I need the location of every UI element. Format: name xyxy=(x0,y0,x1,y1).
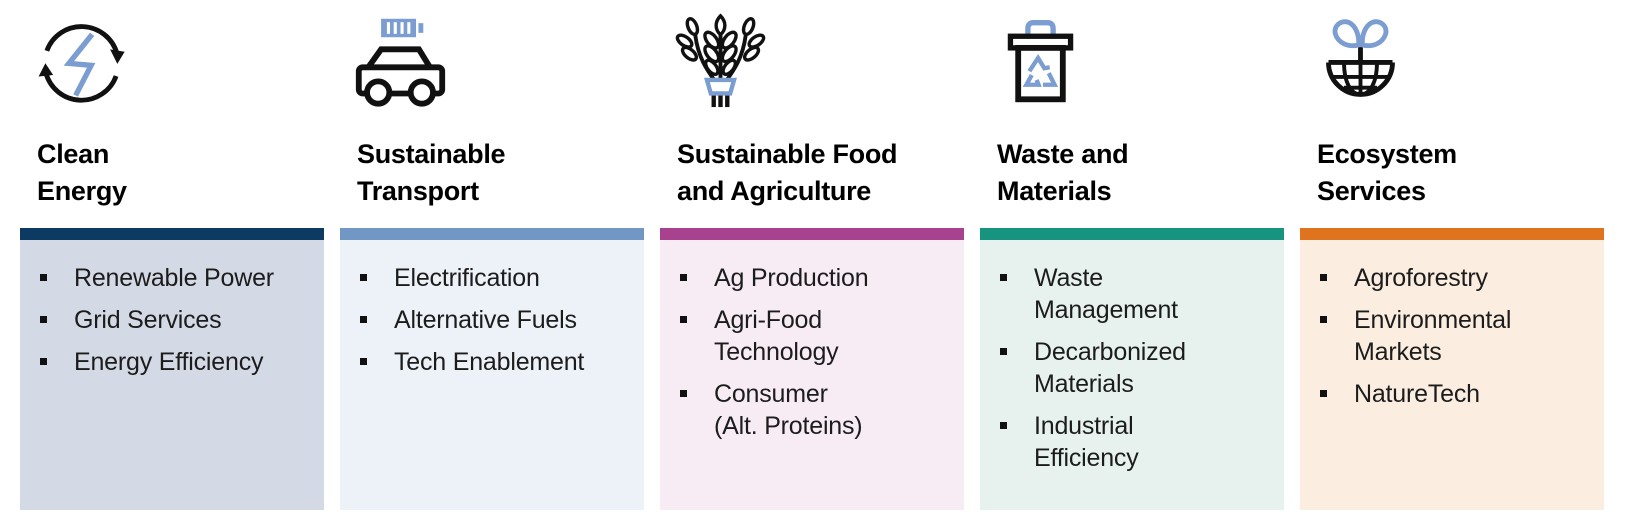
list-item: Decarbonized Materials xyxy=(1000,336,1276,400)
category-color-bar xyxy=(980,228,1284,240)
category-color-bar xyxy=(660,228,964,240)
list-item-text: Alternative Fuels xyxy=(394,306,577,334)
category-title: Waste and Materials xyxy=(997,136,1282,210)
category-title: Sustainable Transport xyxy=(357,136,642,210)
bullet-square-icon xyxy=(1000,274,1007,281)
category-item-list: Electrification Alternative Fuels Tech E… xyxy=(340,240,644,378)
bullet-square-icon xyxy=(680,390,687,397)
bullet-square-icon xyxy=(1000,348,1007,355)
list-item-text: Agri-Food Technology xyxy=(714,306,839,366)
list-item-text: Consumer (Alt. Proteins) xyxy=(714,380,863,440)
list-item-text: Industrial Efficiency xyxy=(1034,412,1139,472)
title-line: Sustainable Food xyxy=(677,139,898,169)
title-line: Transport xyxy=(357,176,479,206)
title-line: and Agriculture xyxy=(677,176,872,206)
category-column-sustainable-food-agriculture: Sustainable Food and Agriculture Ag Prod… xyxy=(660,0,964,531)
category-color-bar xyxy=(1300,228,1604,240)
bullet-square-icon xyxy=(1320,274,1327,281)
list-item-text: Grid Services xyxy=(74,306,222,334)
title-line: Waste and xyxy=(997,139,1129,169)
bullet-square-icon xyxy=(360,274,367,281)
category-item-list: Waste Management Decarbonized Materials … xyxy=(980,240,1284,474)
list-item-text: Environmental Markets xyxy=(1354,306,1512,366)
recycling-bin-icon xyxy=(992,12,1089,109)
globe-sprout-icon xyxy=(1312,12,1409,109)
category-item-list: Ag Production Agri-Food Technology Consu… xyxy=(660,240,964,442)
category-item-list: Renewable Power Grid Services Energy Eff… xyxy=(20,240,324,378)
list-item: Electrification xyxy=(360,262,636,294)
list-item: Agri-Food Technology xyxy=(680,304,956,368)
list-item: Ag Production xyxy=(680,262,956,294)
category-panel: Agroforestry Environmental Markets Natur… xyxy=(1300,240,1604,510)
category-panel: Ag Production Agri-Food Technology Consu… xyxy=(660,240,964,510)
category-title: Clean Energy xyxy=(37,136,322,210)
list-item: Industrial Efficiency xyxy=(1000,410,1276,474)
bullet-square-icon xyxy=(40,316,47,323)
bullet-square-icon xyxy=(40,358,47,365)
list-item-text: Tech Enablement xyxy=(394,348,585,376)
category-item-list: Agroforestry Environmental Markets Natur… xyxy=(1300,240,1604,410)
list-item: Consumer (Alt. Proteins) xyxy=(680,378,956,442)
list-item: Agroforestry xyxy=(1320,262,1596,294)
list-item-text: NatureTech xyxy=(1354,380,1480,408)
list-item: Environmental Markets xyxy=(1320,304,1596,368)
list-item-text: Decarbonized Materials xyxy=(1034,338,1186,398)
bullet-square-icon xyxy=(40,274,47,281)
renewable-energy-cycle-icon xyxy=(32,12,129,109)
title-line: Sustainable xyxy=(357,139,506,169)
list-item-text: Electrification xyxy=(394,264,540,292)
list-item: Energy Efficiency xyxy=(40,346,316,378)
category-column-waste-materials: Waste and Materials Waste Management Dec… xyxy=(980,0,1284,531)
list-item: Grid Services xyxy=(40,304,316,336)
category-panel: Electrification Alternative Fuels Tech E… xyxy=(340,240,644,510)
list-item: Tech Enablement xyxy=(360,346,636,378)
title-line: Materials xyxy=(997,176,1112,206)
category-column-clean-energy: Clean Energy Renewable Power Grid Servic… xyxy=(20,0,324,531)
category-color-bar xyxy=(20,228,324,240)
category-title: Ecosystem Services xyxy=(1317,136,1602,210)
list-item: Waste Management xyxy=(1000,262,1276,326)
bullet-square-icon xyxy=(680,316,687,323)
list-item-text: Ag Production xyxy=(714,264,869,292)
category-title: Sustainable Food and Agriculture xyxy=(677,136,962,210)
list-item-text: Renewable Power xyxy=(74,264,274,292)
category-column-ecosystem-services: Ecosystem Services Agroforestry Environm… xyxy=(1300,0,1604,531)
bullet-square-icon xyxy=(680,274,687,281)
bullet-square-icon xyxy=(1320,316,1327,323)
bullet-square-icon xyxy=(1000,422,1007,429)
title-line: Ecosystem xyxy=(1317,139,1457,169)
electric-car-icon xyxy=(352,12,449,109)
list-item-text: Agroforestry xyxy=(1354,264,1488,292)
title-line: Services xyxy=(1317,176,1426,206)
bullet-square-icon xyxy=(360,358,367,365)
list-item-text: Waste Management xyxy=(1034,264,1178,324)
list-item: NatureTech xyxy=(1320,378,1596,410)
list-item: Renewable Power xyxy=(40,262,316,294)
list-item: Alternative Fuels xyxy=(360,304,636,336)
category-column-sustainable-transport: Sustainable Transport Electrification Al… xyxy=(340,0,644,531)
title-line: Clean xyxy=(37,139,110,169)
category-panel: Renewable Power Grid Services Energy Eff… xyxy=(20,240,324,510)
wheat-sheaf-icon xyxy=(672,12,769,109)
title-line: Energy xyxy=(37,176,127,206)
bullet-square-icon xyxy=(1320,390,1327,397)
category-color-bar xyxy=(340,228,644,240)
category-panel: Waste Management Decarbonized Materials … xyxy=(980,240,1284,510)
list-item-text: Energy Efficiency xyxy=(74,348,264,376)
bullet-square-icon xyxy=(360,316,367,323)
